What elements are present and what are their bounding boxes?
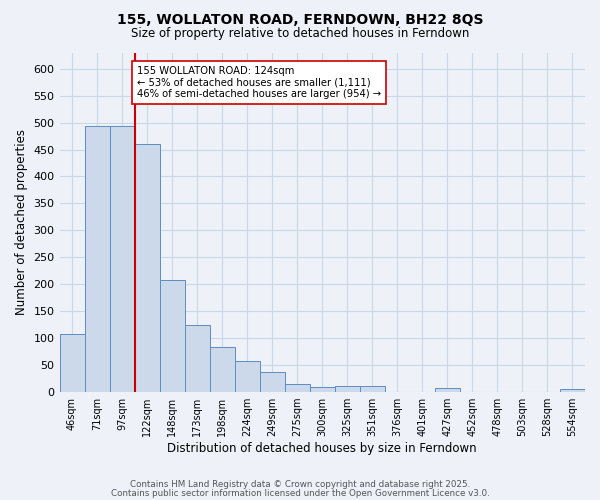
Bar bbox=[310, 387, 335, 392]
Bar bbox=[134, 144, 160, 392]
Bar bbox=[110, 126, 134, 392]
Bar bbox=[360, 386, 385, 392]
Text: 155 WOLLATON ROAD: 124sqm
← 53% of detached houses are smaller (1,111)
46% of se: 155 WOLLATON ROAD: 124sqm ← 53% of detac… bbox=[137, 66, 381, 99]
Bar bbox=[85, 126, 110, 392]
Bar bbox=[335, 386, 360, 392]
Bar bbox=[59, 334, 85, 392]
Bar bbox=[435, 388, 460, 392]
Bar bbox=[260, 372, 285, 392]
Bar bbox=[185, 324, 209, 392]
Bar bbox=[209, 347, 235, 392]
Text: Contains HM Land Registry data © Crown copyright and database right 2025.: Contains HM Land Registry data © Crown c… bbox=[130, 480, 470, 489]
Bar bbox=[285, 384, 310, 392]
X-axis label: Distribution of detached houses by size in Ferndown: Distribution of detached houses by size … bbox=[167, 442, 477, 455]
Text: 155, WOLLATON ROAD, FERNDOWN, BH22 8QS: 155, WOLLATON ROAD, FERNDOWN, BH22 8QS bbox=[117, 12, 483, 26]
Bar bbox=[160, 280, 185, 392]
Text: Contains public sector information licensed under the Open Government Licence v3: Contains public sector information licen… bbox=[110, 489, 490, 498]
Text: Size of property relative to detached houses in Ferndown: Size of property relative to detached ho… bbox=[131, 28, 469, 40]
Bar bbox=[235, 362, 260, 392]
Y-axis label: Number of detached properties: Number of detached properties bbox=[15, 130, 28, 316]
Bar bbox=[560, 389, 585, 392]
